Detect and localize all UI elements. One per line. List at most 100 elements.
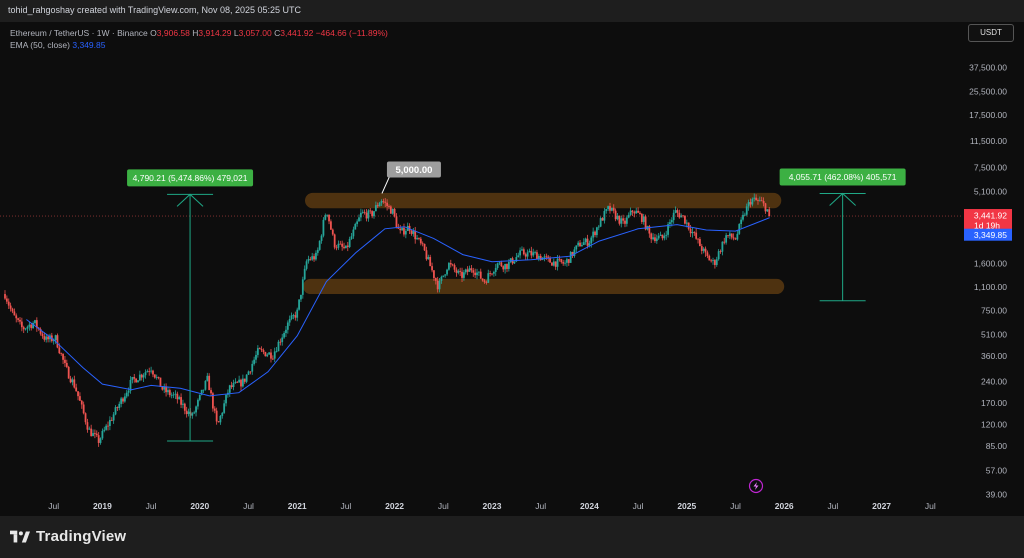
y-tick-label: 11,500.00 [970,136,1007,146]
candle-body [382,201,385,202]
candle-body [367,210,370,219]
candle-body [234,381,237,384]
candle-body [749,202,752,205]
candle-body [562,262,565,264]
candle-body [386,202,389,207]
candle-body [498,262,501,264]
candle-body [204,380,207,390]
candle-body [191,413,194,416]
candle-body [715,259,718,265]
countdown-label: 1d 19h [974,221,1000,231]
y-tick-label: 85.00 [986,441,1008,451]
candle-body [345,245,347,249]
candle-body [564,262,566,264]
candle-body [552,261,555,266]
ema-legend-line: EMA (50, close) 3,349.85 [10,39,388,51]
candle-body [584,238,587,243]
candle-body [603,210,606,221]
candle-body [427,256,430,260]
candle-body [597,226,600,228]
candle-body [674,210,677,213]
y-tick-label: 360.00 [981,351,1007,361]
candle-body [168,390,171,396]
candle-body [275,351,278,353]
candle-body [629,210,632,215]
price-badge-label: 3,441.92 [974,211,1007,221]
tradingview-logo[interactable]: TradingView [10,528,126,545]
currency-button[interactable]: USDT [968,24,1014,42]
candle-body [255,354,257,360]
candle-body [577,242,580,246]
candle-body [539,255,542,261]
candle-body [298,299,300,310]
candle-body [487,273,490,283]
brand-name: TradingView [36,528,127,545]
candle-body [440,276,443,281]
candle-body [148,371,151,372]
candle-body [418,238,420,239]
x-tick-label: Jul [146,501,157,511]
candle-body [648,226,651,234]
candle-body [86,422,89,430]
candle-body [333,234,336,248]
candle-body [313,256,315,260]
candle-body [240,379,242,387]
candle-body [215,410,218,422]
candle-body [103,429,106,431]
candle-body [110,419,113,421]
candle-body [586,238,589,246]
candle-body [30,324,33,329]
candle-body [112,414,115,421]
candle-body [745,206,748,215]
candle-body [399,228,402,231]
candle-body [135,378,138,383]
candle-body [393,208,396,217]
tradingview-logo-icon [10,530,30,542]
candle-body [94,433,96,434]
candle-body [182,403,184,405]
candle-body [256,348,259,355]
candle-body [35,320,38,328]
candle-body [71,379,74,383]
candle-body [581,245,583,247]
candle-body [554,261,557,267]
candle-body [655,238,658,242]
candle-body [176,393,179,400]
measure-left-arrow [176,193,204,207]
candle-body [706,252,709,256]
candle-body [758,200,761,202]
candle-body [479,271,482,279]
candle-body [150,370,152,372]
candle-body [43,336,46,340]
candle-body [543,256,546,258]
candle-body [534,252,536,254]
candle-body [509,258,512,263]
candle-body [627,214,630,218]
candle-body [363,211,366,213]
candle-body [165,386,167,393]
candle-body [77,391,79,397]
x-tick-label: Jul [243,501,254,511]
candle-body [463,272,465,278]
candle-body [650,233,653,240]
y-tick-label: 1,100.00 [974,282,1007,292]
candle-body [560,259,563,263]
measure-left-label-bg [127,169,254,187]
candle-body [155,376,158,378]
chart-area[interactable]: 4,790.21 (5,474.86%) 479,021 4,055.71 (46… [0,22,1024,516]
candle-body [352,229,355,237]
candle-body [618,215,621,224]
price-chart[interactable]: 4,790.21 (5,474.86%) 479,021 4,055.71 (46… [0,22,1024,516]
candle-body [727,235,729,236]
candle-body [262,350,265,353]
candle-body [502,266,505,270]
candle-body [19,319,21,322]
candle-body [388,206,390,207]
candle-body [309,258,312,260]
candle-body [414,230,417,240]
candle-body [213,408,216,411]
candle-body [556,258,559,267]
lightning-icon[interactable] [748,478,764,494]
candle-body [624,220,626,224]
candle-body [747,202,750,207]
